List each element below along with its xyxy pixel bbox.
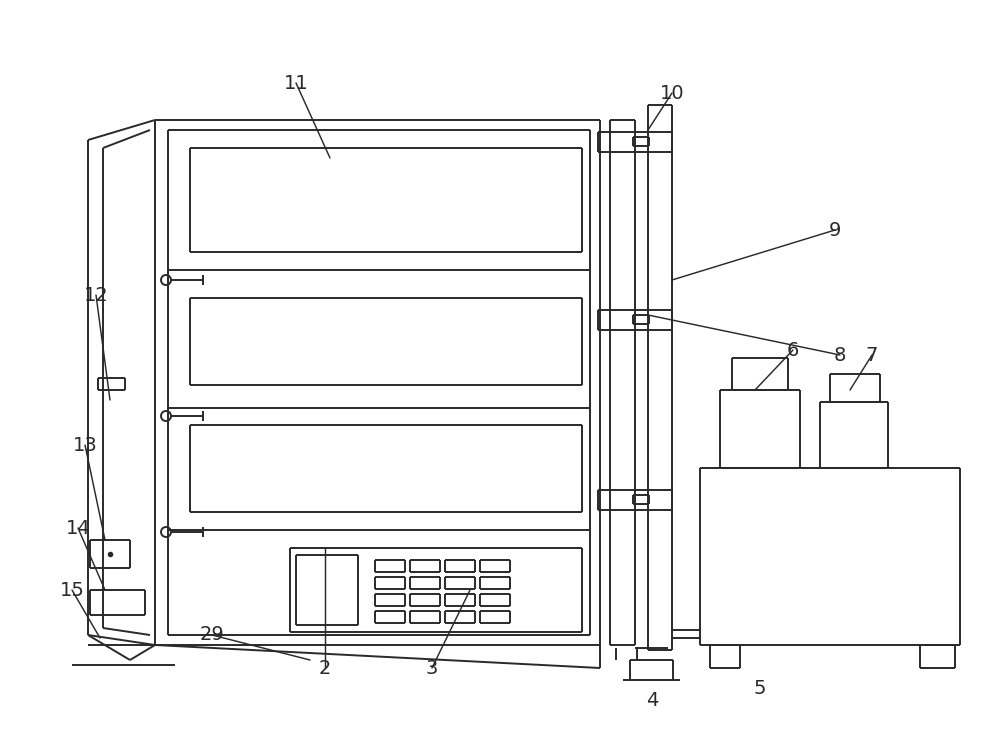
Text: 3: 3: [426, 658, 438, 678]
Text: 2: 2: [319, 658, 331, 678]
Text: 14: 14: [66, 519, 90, 537]
Text: 15: 15: [60, 580, 84, 600]
Text: 12: 12: [84, 286, 108, 304]
Text: 6: 6: [787, 341, 799, 359]
Text: 11: 11: [284, 74, 308, 92]
Text: 29: 29: [200, 626, 224, 644]
Text: 4: 4: [646, 690, 658, 710]
Text: 13: 13: [73, 435, 97, 455]
Text: 9: 9: [829, 220, 841, 240]
Text: 8: 8: [834, 345, 846, 365]
Text: 7: 7: [866, 345, 878, 365]
Text: 5: 5: [754, 679, 766, 698]
Text: 10: 10: [660, 83, 684, 103]
